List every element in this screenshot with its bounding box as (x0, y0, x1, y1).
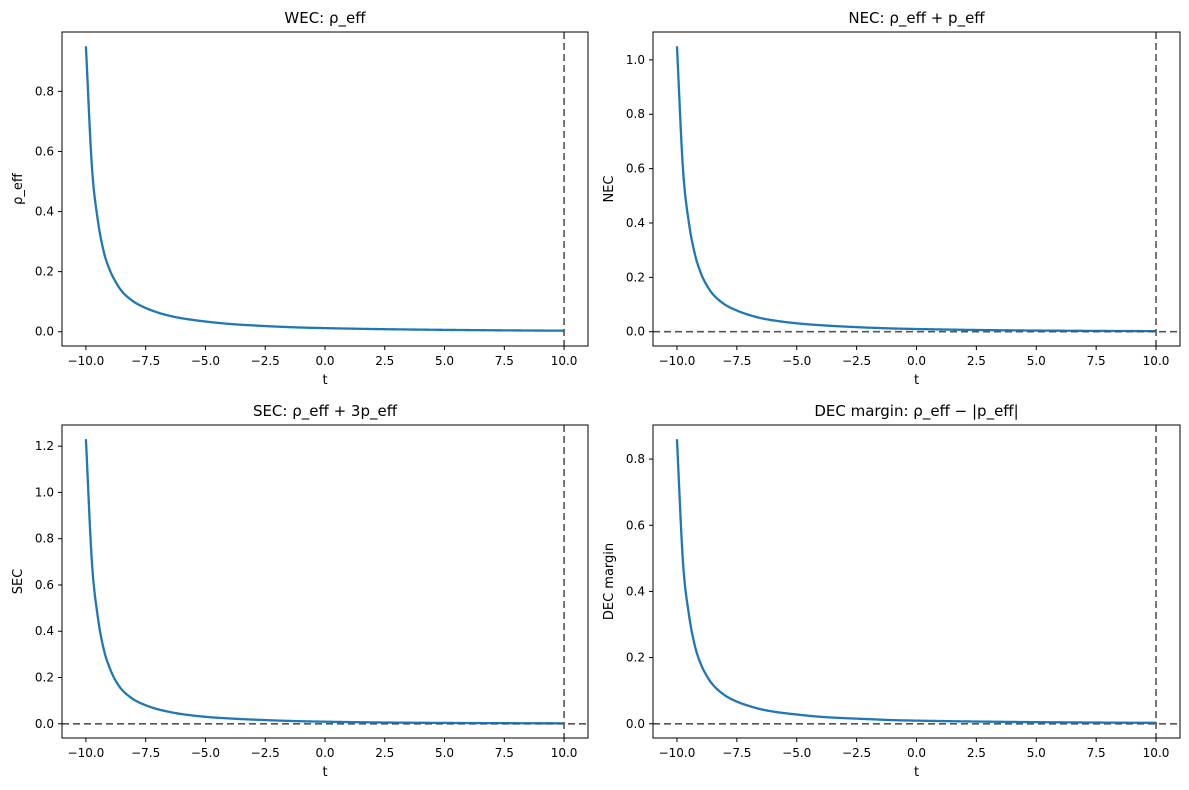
y-tick-label: 1.0 (626, 53, 645, 67)
x-tick-label: −2.5 (251, 746, 280, 760)
x-tick-label: 5.0 (1027, 746, 1046, 760)
y-tick-label: 0.4 (626, 216, 645, 230)
x-tick-label: −2.5 (842, 354, 871, 368)
y-tick-label: 0.6 (626, 162, 645, 176)
y-tick-label: 0.8 (626, 107, 645, 121)
y-tick-label: 0.6 (35, 144, 54, 158)
x-tick-label: 0.0 (315, 746, 334, 760)
x-tick-label: 7.5 (495, 746, 514, 760)
x-tick-label: 5.0 (435, 746, 454, 760)
x-tick-label: 0.0 (907, 746, 926, 760)
x-tick-label: 7.5 (1087, 354, 1106, 368)
series-line (675, 439, 1157, 724)
x-tick-label: −10.0 (68, 354, 105, 368)
x-tick-label: −10.0 (659, 354, 696, 368)
x-tick-label: 10.0 (1143, 746, 1170, 760)
y-tick-label: 1.0 (35, 485, 54, 499)
y-tick-label: 0.4 (35, 624, 54, 638)
x-tick-label: 7.5 (1087, 746, 1106, 760)
plot-frame (652, 424, 1181, 739)
plot-frame (61, 31, 589, 347)
y-tick-label: 0.8 (35, 532, 54, 546)
y-tick-label: 0.2 (626, 270, 645, 284)
x-tick-label: −7.5 (722, 746, 751, 760)
y-axis-label: ρ_eff (11, 172, 26, 205)
y-tick-label: 0.2 (35, 265, 54, 279)
y-tick-label: 0.0 (626, 325, 645, 339)
y-tick-label: 0.2 (35, 671, 54, 685)
y-tick-label: 0.8 (626, 452, 645, 466)
x-tick-label: 5.0 (1027, 354, 1046, 368)
y-tick-label: 0.0 (35, 717, 54, 731)
x-tick-label: −10.0 (68, 746, 105, 760)
chart-title: NEC: ρ_eff + p_eff (848, 9, 985, 28)
series-line (675, 46, 1157, 333)
x-tick-label: 10.0 (1143, 354, 1170, 368)
x-axis-label: t (322, 765, 327, 780)
y-tick-label: 0.0 (35, 325, 54, 339)
x-tick-label: 10.0 (551, 746, 578, 760)
y-tick-label: 0.8 (35, 84, 54, 98)
x-tick-label: −7.5 (131, 354, 160, 368)
subplot-sec: SEC: ρ_eff + 3p_eff t SEC −10.0 −7.5 −5.0 −… (11, 402, 589, 780)
x-axis-label: t (914, 373, 919, 388)
x-tick-label: −5.0 (782, 354, 811, 368)
chart-title: WEC: ρ_eff (284, 9, 366, 28)
x-tick-label: 2.5 (967, 354, 986, 368)
x-tick-label: −2.5 (842, 746, 871, 760)
chart-title: SEC: ρ_eff + 3p_eff (253, 402, 398, 421)
x-tick-label: 0.0 (315, 354, 334, 368)
subplot-dec: DEC margin: ρ_eff − |p_eff| t DEC margin… (602, 402, 1181, 780)
series-line (84, 46, 565, 332)
x-tick-label: 0.0 (907, 354, 926, 368)
series-line (84, 439, 565, 725)
y-tick-label: 0.6 (626, 518, 645, 532)
x-axis-label: t (322, 373, 327, 388)
x-tick-label: 2.5 (967, 746, 986, 760)
x-tick-label: −5.0 (782, 746, 811, 760)
y-tick-label: 0.0 (626, 717, 645, 731)
x-tick-label: −10.0 (659, 746, 696, 760)
y-axis-label: DEC margin (602, 543, 617, 620)
plot-frame (652, 31, 1181, 347)
y-tick-label: 1.2 (35, 439, 54, 453)
x-tick-label: −5.0 (191, 746, 220, 760)
y-axis-label: NEC (602, 175, 617, 202)
x-tick-label: 7.5 (495, 354, 514, 368)
y-tick-label: 0.4 (626, 584, 645, 598)
subplot-wec: WEC: ρ_eff t ρ_eff −10.0 −7.5 −5.0 −2.5 0.0 2… (11, 9, 589, 388)
y-tick-label: 0.6 (35, 578, 54, 592)
x-tick-label: 2.5 (375, 354, 394, 368)
chart-title: DEC margin: ρ_eff − |p_eff| (814, 402, 1018, 421)
x-tick-label: 5.0 (435, 354, 454, 368)
x-tick-label: 10.0 (551, 354, 578, 368)
x-tick-label: −7.5 (131, 746, 160, 760)
y-tick-label: 0.4 (35, 205, 54, 219)
x-tick-label: −2.5 (251, 354, 280, 368)
subplot-nec: NEC: ρ_eff + p_eff t NEC −10.0 −7.5 −5.0 −2… (602, 9, 1181, 388)
y-axis-label: SEC (11, 569, 26, 595)
y-tick-label: 0.2 (626, 651, 645, 665)
x-tick-label: −5.0 (191, 354, 220, 368)
x-tick-label: 2.5 (375, 746, 394, 760)
x-tick-label: −7.5 (722, 354, 751, 368)
x-axis-label: t (914, 765, 919, 780)
plot-frame (61, 424, 589, 739)
